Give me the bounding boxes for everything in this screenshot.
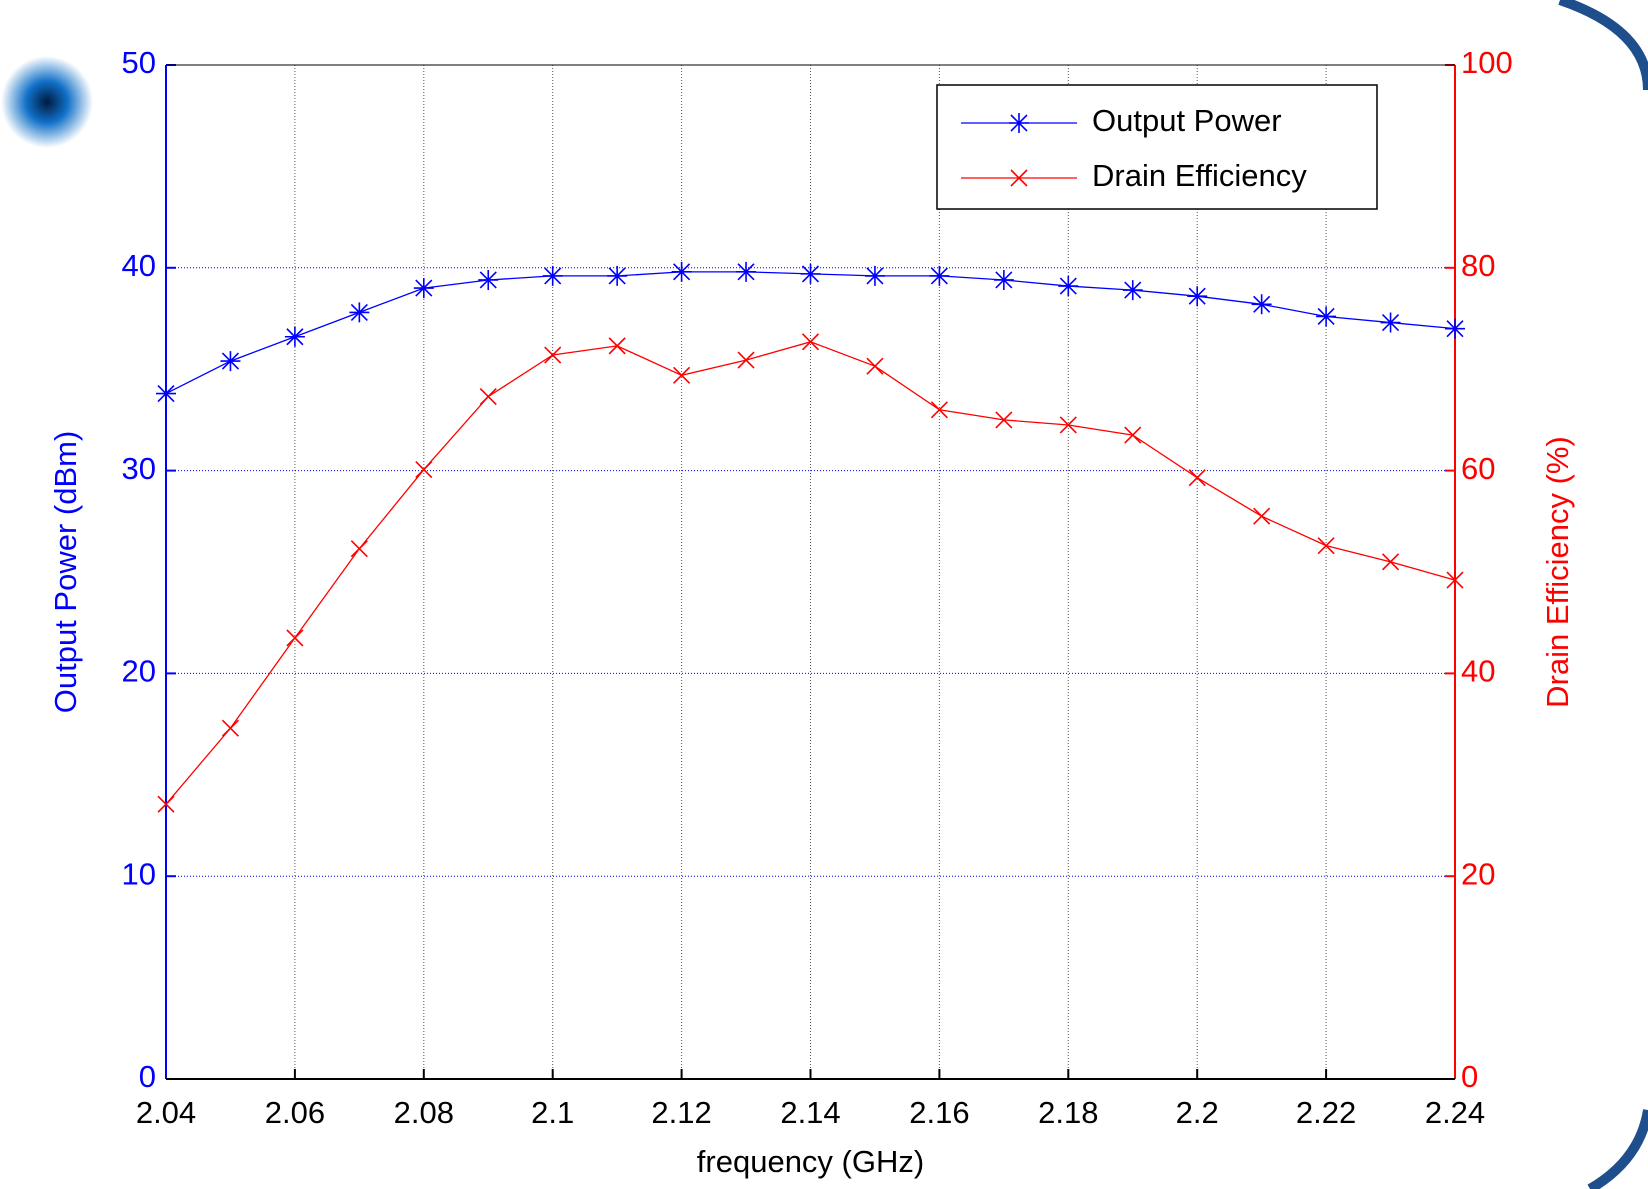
marker [415,461,433,479]
marker [1316,306,1337,327]
marker [1187,286,1208,307]
marker [220,351,241,372]
marker [866,357,884,375]
marker [1253,507,1271,525]
marker [993,269,1014,290]
marker [1188,469,1206,487]
marker [671,261,692,282]
decor-curve [1587,1109,1648,1189]
x-tick-label: 2.14 [780,1095,840,1130]
x-axis-label: frequency (GHz) [697,1144,924,1179]
marker [864,265,885,286]
marker [736,261,757,282]
x-tick-label: 2.08 [394,1095,454,1130]
marker [1122,280,1143,301]
marker [607,265,628,286]
marker [995,411,1013,429]
marker [1446,571,1464,589]
y2-tick-label: 40 [1461,654,1495,689]
marker [286,629,304,647]
y-axis-label: Output Power (dBm) [48,431,83,714]
y-tick-label: 20 [122,654,156,689]
marker [349,302,370,323]
marker [478,269,499,290]
y2-tick-label: 0 [1461,1059,1478,1094]
legend-box [936,84,1378,210]
marker [1058,276,1079,297]
marker [156,383,176,404]
marker [1009,113,1029,133]
y2-tick-label: 20 [1461,856,1495,891]
marker [1010,169,1028,187]
y2-tick-label: 100 [1461,45,1513,80]
decor-curve [1558,0,1648,91]
marker [930,401,948,419]
marker [673,366,691,384]
marker [284,326,305,347]
marker [221,719,240,737]
legend-label: Drain Efficiency [1092,158,1307,193]
marker [350,540,368,558]
marker [479,388,497,406]
marker [544,346,562,364]
marker [413,278,434,299]
marker [737,351,755,369]
x-tick-label: 2.06 [265,1095,325,1130]
marker [1380,312,1401,333]
legend-label: Output Power [1092,103,1282,138]
decor-orb [1,56,93,148]
x-tick-label: 2.04 [136,1095,196,1130]
x-tick-label: 2.1 [531,1095,574,1130]
x-tick-label: 2.22 [1296,1095,1356,1130]
y2-tick-label: 60 [1461,451,1495,486]
marker [801,333,820,351]
x-tick-label: 2.18 [1038,1095,1098,1130]
marker [1124,426,1142,444]
x-tick-label: 2.2 [1176,1095,1219,1130]
marker [800,263,821,284]
y-tick-label: 50 [122,45,156,80]
marker [608,337,626,355]
y-tick-label: 30 [122,451,156,486]
y2-tick-label: 80 [1461,248,1495,283]
marker [1381,553,1400,571]
marker [157,795,175,813]
marker [1251,294,1272,315]
y-tick-label: 40 [122,248,156,283]
marker [1059,416,1077,434]
marker [542,265,563,286]
y-tick-label: 0 [139,1059,156,1094]
x-tick-label: 2.16 [909,1095,969,1130]
marker [1445,318,1465,339]
y2-axis-label: Drain Efficiency (%) [1540,436,1575,708]
y-tick-label: 10 [122,856,156,891]
x-tick-label: 2.12 [651,1095,711,1130]
marker [929,265,950,286]
marker [1317,537,1335,555]
x-tick-label: 2.24 [1425,1095,1485,1130]
